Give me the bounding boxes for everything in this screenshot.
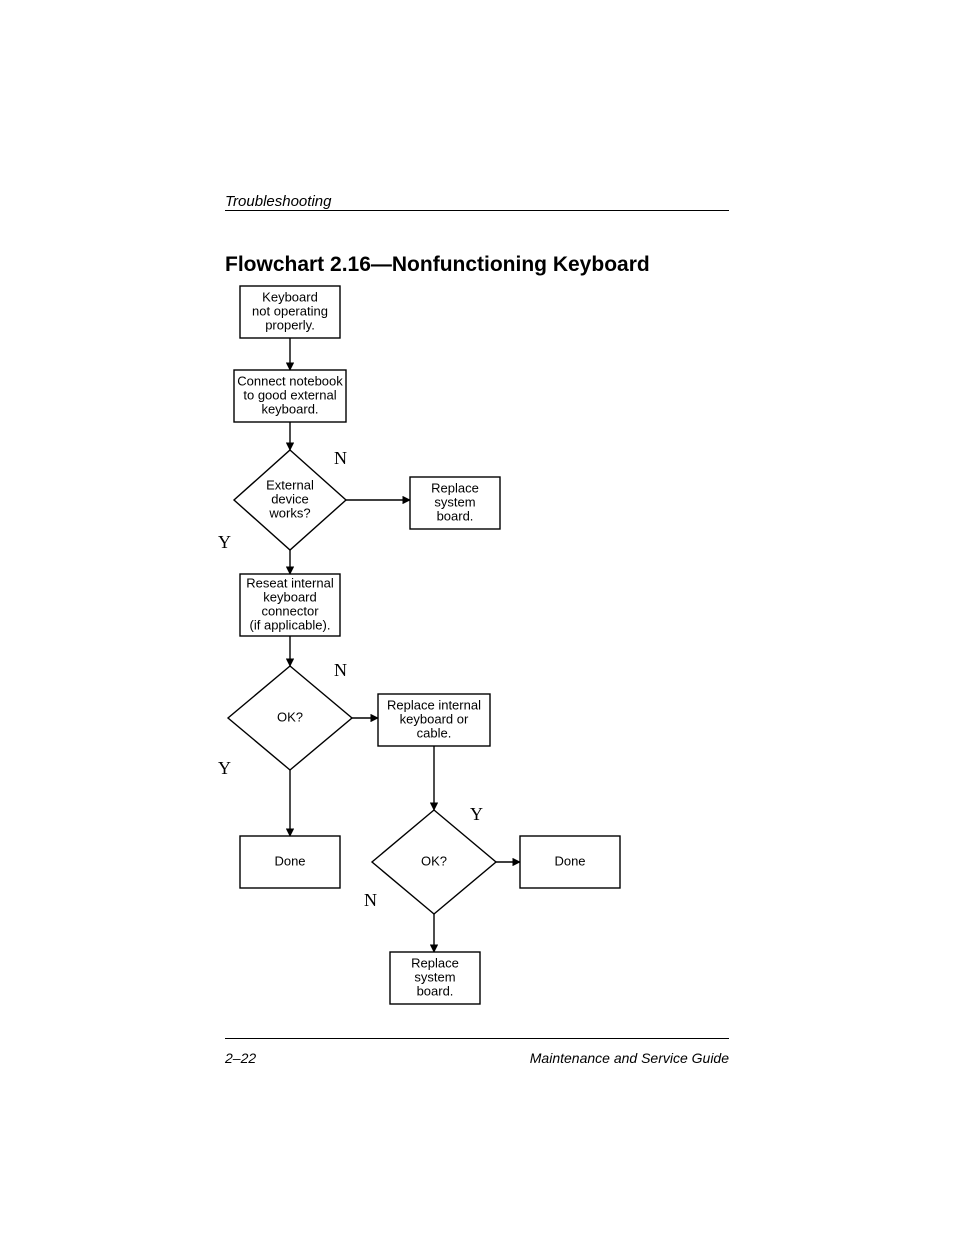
footer-guide-title: Maintenance and Service Guide — [530, 1050, 729, 1066]
flow-node-label: not operating — [252, 303, 328, 318]
flow-node-label: keyboard — [263, 589, 316, 604]
flow-node-label: (if applicable). — [250, 617, 331, 632]
flow-node-label: system — [414, 969, 455, 984]
document-page: Troubleshooting Flowchart 2.16—Nonfuncti… — [0, 0, 954, 1235]
flow-node-label: keyboard or — [400, 711, 469, 726]
flow-node-label: works? — [268, 505, 310, 520]
flow-node-label: connector — [261, 603, 319, 618]
flow-branch-label: Y — [218, 532, 231, 552]
flow-branch-label: N — [334, 660, 347, 680]
flow-node-label: Replace — [431, 480, 479, 495]
running-header: Troubleshooting — [225, 193, 331, 210]
flow-node-label: Replace internal — [387, 697, 481, 712]
flow-node-label: Done — [554, 853, 585, 868]
flow-node-label: Done — [274, 853, 305, 868]
flow-node-label: board. — [417, 983, 454, 998]
flow-node-label: OK? — [277, 709, 303, 724]
page-title: Flowchart 2.16—Nonfunctioning Keyboard — [225, 253, 650, 277]
flow-node-label: properly. — [265, 317, 315, 332]
flow-node-label: board. — [437, 508, 474, 523]
flow-branch-label: Y — [470, 804, 483, 824]
footer-rule — [225, 1038, 729, 1039]
flowchart-svg: Keyboardnot operatingproperly. Connect no… — [210, 280, 630, 1020]
flow-node-label: Replace — [411, 955, 459, 970]
flow-node-label: Connect notebook — [237, 373, 343, 388]
page-number: 2–22 — [225, 1050, 256, 1066]
flow-node-label: Reseat internal — [246, 575, 334, 590]
flow-node-label: cable. — [417, 725, 452, 740]
flow-branch-label: N — [364, 890, 377, 910]
flow-node-label: OK? — [421, 853, 447, 868]
flow-node-label: to good external — [243, 387, 336, 402]
flow-branch-label: N — [334, 448, 347, 468]
flow-node-label: Keyboard — [262, 289, 318, 304]
header-rule — [225, 210, 729, 211]
flow-node-label: system — [434, 494, 475, 509]
flow-branch-label: Y — [218, 758, 231, 778]
flow-node-label: device — [271, 491, 309, 506]
flow-node-label: External — [266, 477, 314, 492]
flow-node-label: keyboard. — [261, 401, 318, 416]
